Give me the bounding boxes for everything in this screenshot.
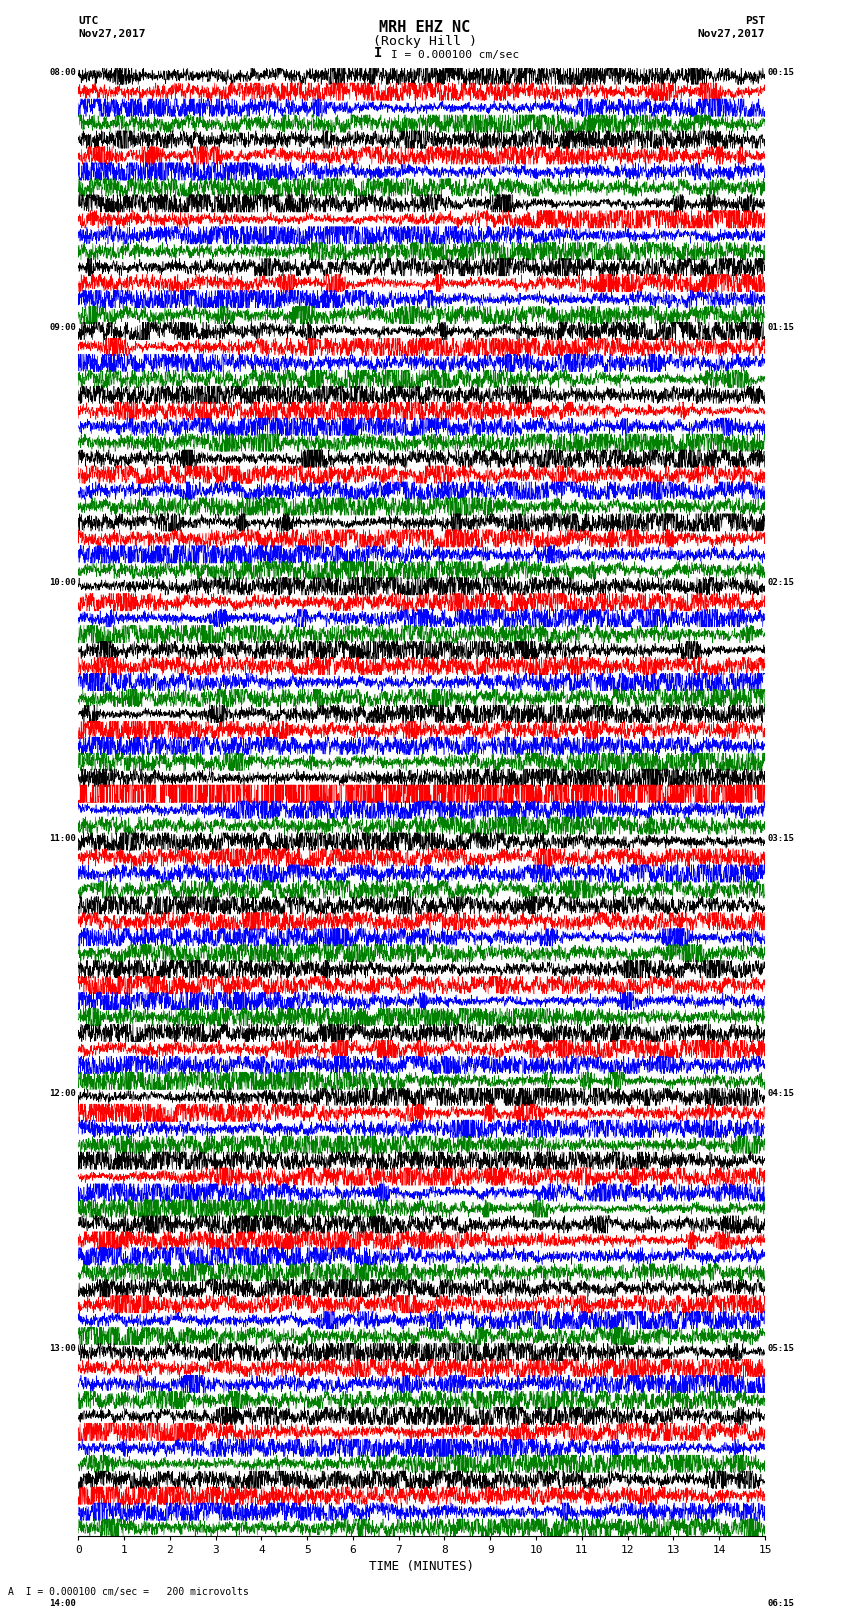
X-axis label: TIME (MINUTES): TIME (MINUTES) <box>369 1560 474 1573</box>
Text: 02:15: 02:15 <box>767 579 794 587</box>
Text: 08:00: 08:00 <box>49 68 76 77</box>
Text: 04:15: 04:15 <box>767 1089 794 1098</box>
Text: 03:15: 03:15 <box>767 834 794 842</box>
Text: 11:00: 11:00 <box>49 834 76 842</box>
Text: Nov27,2017: Nov27,2017 <box>78 29 145 39</box>
Text: 00:15: 00:15 <box>767 68 794 77</box>
Text: 05:15: 05:15 <box>767 1344 794 1353</box>
Text: I: I <box>374 45 382 60</box>
Text: 14:00: 14:00 <box>49 1600 76 1608</box>
Text: 09:00: 09:00 <box>49 323 76 332</box>
Text: I = 0.000100 cm/sec: I = 0.000100 cm/sec <box>391 50 519 60</box>
Text: MRH EHZ NC: MRH EHZ NC <box>379 21 471 35</box>
Text: 10:00: 10:00 <box>49 579 76 587</box>
Text: A  I = 0.000100 cm/sec =   200 microvolts: A I = 0.000100 cm/sec = 200 microvolts <box>8 1587 249 1597</box>
Text: 12:00: 12:00 <box>49 1089 76 1098</box>
Text: (Rocky Hill ): (Rocky Hill ) <box>373 35 477 48</box>
Text: 13:00: 13:00 <box>49 1344 76 1353</box>
Text: Nov27,2017: Nov27,2017 <box>698 29 765 39</box>
Text: PST: PST <box>745 16 765 26</box>
Text: 06:15: 06:15 <box>767 1600 794 1608</box>
Text: UTC: UTC <box>78 16 99 26</box>
Text: 01:15: 01:15 <box>767 323 794 332</box>
